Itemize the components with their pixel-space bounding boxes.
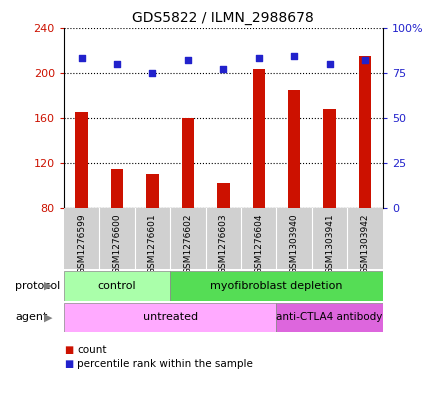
Point <box>255 55 262 61</box>
Text: protocol: protocol <box>15 281 61 291</box>
Point <box>291 53 298 60</box>
Bar <box>75 112 88 208</box>
Text: count: count <box>77 345 106 355</box>
Text: control: control <box>98 281 136 291</box>
Text: GSM1276599: GSM1276599 <box>77 213 86 274</box>
Text: anti-CTLA4 antibody: anti-CTLA4 antibody <box>276 312 383 322</box>
Text: GSM1276600: GSM1276600 <box>113 213 121 274</box>
Bar <box>288 90 301 208</box>
Text: agent: agent <box>15 312 48 322</box>
Text: GSM1303940: GSM1303940 <box>290 213 299 274</box>
Text: myofibroblast depletion: myofibroblast depletion <box>210 281 343 291</box>
Text: GSM1276604: GSM1276604 <box>254 213 263 274</box>
Point <box>78 55 85 61</box>
Text: percentile rank within the sample: percentile rank within the sample <box>77 358 253 369</box>
Text: GSM1276603: GSM1276603 <box>219 213 228 274</box>
Bar <box>170 271 383 301</box>
Bar <box>217 184 230 208</box>
Bar <box>146 174 158 208</box>
Text: ■: ■ <box>64 358 73 369</box>
Point <box>326 61 333 67</box>
Text: GSM1276601: GSM1276601 <box>148 213 157 274</box>
Bar <box>276 303 383 332</box>
Point <box>114 61 121 67</box>
Point <box>149 70 156 76</box>
Point <box>184 57 191 63</box>
Title: GDS5822 / ILMN_2988678: GDS5822 / ILMN_2988678 <box>132 11 314 25</box>
Point <box>362 57 369 63</box>
Text: ▶: ▶ <box>44 312 52 322</box>
Bar <box>359 56 371 208</box>
Bar <box>64 271 170 301</box>
Text: GSM1303942: GSM1303942 <box>360 213 370 274</box>
Bar <box>323 109 336 208</box>
Bar <box>253 69 265 208</box>
Text: GSM1276602: GSM1276602 <box>183 213 192 274</box>
Text: ■: ■ <box>64 345 73 355</box>
Bar <box>182 118 194 208</box>
Text: GSM1303941: GSM1303941 <box>325 213 334 274</box>
Bar <box>64 303 276 332</box>
Text: ▶: ▶ <box>44 281 52 291</box>
Text: untreated: untreated <box>143 312 198 322</box>
Point <box>220 66 227 72</box>
Bar <box>111 169 123 208</box>
